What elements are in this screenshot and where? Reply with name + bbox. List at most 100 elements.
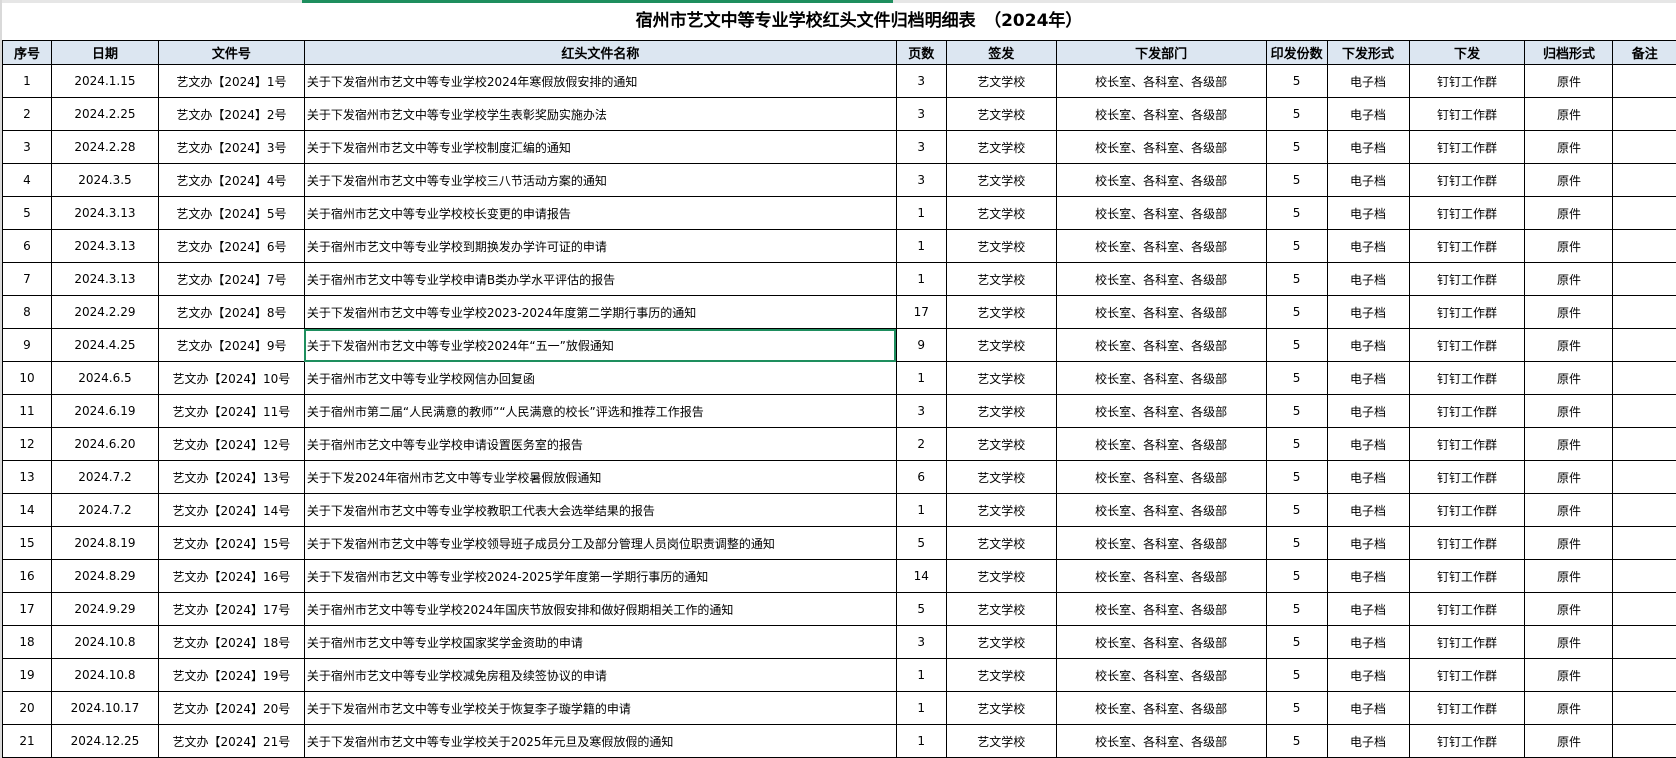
cell-note[interactable] (1612, 427, 1676, 461)
cell-note[interactable] (1612, 526, 1676, 560)
cell-signer[interactable]: 艺文学校 (945, 526, 1057, 560)
cell-channel[interactable]: 钉钉工作群 (1408, 592, 1526, 626)
cell-seq[interactable]: 3 (2, 130, 52, 164)
cell-archive-form[interactable]: 原件 (1524, 361, 1614, 395)
cell-department[interactable]: 校长室、各科室、各级部 (1055, 493, 1267, 527)
cell-date[interactable]: 2024.3.5 (50, 163, 159, 197)
cell-note[interactable] (1612, 361, 1676, 395)
cell-seq[interactable]: 13 (2, 460, 52, 494)
cell-date[interactable]: 2024.10.8 (50, 625, 159, 659)
cell-form[interactable]: 电子档 (1326, 592, 1410, 626)
cell-note[interactable] (1612, 460, 1676, 494)
cell-date[interactable]: 2024.2.25 (50, 97, 159, 131)
cell-archive-form[interactable]: 原件 (1524, 328, 1614, 362)
cell-copies[interactable]: 5 (1265, 295, 1328, 329)
cell-date[interactable]: 2024.9.29 (50, 592, 159, 626)
cell-department[interactable]: 校长室、各科室、各级部 (1055, 625, 1267, 659)
cell-doc-number[interactable]: 艺文办【2024】16号 (157, 559, 305, 593)
cell-copies[interactable]: 5 (1265, 64, 1328, 98)
cell-archive-form[interactable]: 原件 (1524, 559, 1614, 593)
cell-doc-number[interactable]: 艺文办【2024】6号 (157, 229, 305, 263)
cell-seq[interactable]: 15 (2, 526, 52, 560)
cell-form[interactable]: 电子档 (1326, 295, 1410, 329)
cell-doc-number[interactable]: 艺文办【2024】18号 (157, 625, 305, 659)
cell-form[interactable]: 电子档 (1326, 526, 1410, 560)
cell-doc-name[interactable]: 关于下发宿州市艺文中等专业学校2024年寒假放假安排的通知 (303, 64, 897, 98)
cell-seq[interactable]: 14 (2, 493, 52, 527)
cell-doc-name[interactable]: 关于下发宿州市艺文中等专业学校关于2025年元旦及寒假放假的通知 (303, 724, 897, 758)
cell-department[interactable]: 校长室、各科室、各级部 (1055, 196, 1267, 230)
cell-seq[interactable]: 10 (2, 361, 52, 395)
cell-pages[interactable]: 2 (895, 427, 947, 461)
cell-channel[interactable]: 钉钉工作群 (1408, 394, 1526, 428)
cell-archive-form[interactable]: 原件 (1524, 724, 1614, 758)
cell-date[interactable]: 2024.12.25 (50, 724, 159, 758)
cell-department[interactable]: 校长室、各科室、各级部 (1055, 262, 1267, 296)
cell-department[interactable]: 校长室、各科室、各级部 (1055, 97, 1267, 131)
cell-department[interactable]: 校长室、各科室、各级部 (1055, 163, 1267, 197)
cell-seq[interactable]: 18 (2, 625, 52, 659)
cell-signer[interactable]: 艺文学校 (945, 625, 1057, 659)
cell-archive-form[interactable]: 原件 (1524, 625, 1614, 659)
cell-department[interactable]: 校长室、各科室、各级部 (1055, 64, 1267, 98)
cell-pages[interactable]: 1 (895, 262, 947, 296)
cell-signer[interactable]: 艺文学校 (945, 658, 1057, 692)
cell-note[interactable] (1612, 394, 1676, 428)
cell-doc-name[interactable]: 关于下发宿州市艺文中等专业学校制度汇编的通知 (303, 130, 897, 164)
cell-note[interactable] (1612, 691, 1676, 725)
cell-doc-number[interactable]: 艺文办【2024】1号 (157, 64, 305, 98)
cell-doc-number[interactable]: 艺文办【2024】5号 (157, 196, 305, 230)
cell-signer[interactable]: 艺文学校 (945, 163, 1057, 197)
cell-note[interactable] (1612, 163, 1676, 197)
cell-date[interactable]: 2024.10.8 (50, 658, 159, 692)
cell-seq[interactable]: 2 (2, 97, 52, 131)
cell-department[interactable]: 校长室、各科室、各级部 (1055, 658, 1267, 692)
cell-archive-form[interactable]: 原件 (1524, 493, 1614, 527)
cell-copies[interactable]: 5 (1265, 163, 1328, 197)
cell-doc-name[interactable]: 关于宿州市艺文中等专业学校申请设置医务室的报告 (303, 427, 897, 461)
cell-form[interactable]: 电子档 (1326, 394, 1410, 428)
cell-date[interactable]: 2024.2.28 (50, 130, 159, 164)
cell-doc-number[interactable]: 艺文办【2024】2号 (157, 97, 305, 131)
cell-channel[interactable]: 钉钉工作群 (1408, 328, 1526, 362)
cell-pages[interactable]: 3 (895, 64, 947, 98)
cell-form[interactable]: 电子档 (1326, 196, 1410, 230)
cell-copies[interactable]: 5 (1265, 427, 1328, 461)
cell-form[interactable]: 电子档 (1326, 460, 1410, 494)
cell-copies[interactable]: 5 (1265, 196, 1328, 230)
cell-copies[interactable]: 5 (1265, 658, 1328, 692)
cell-doc-name[interactable]: 关于下发2024年宿州市艺文中等专业学校暑假放假通知 (303, 460, 897, 494)
cell-signer[interactable]: 艺文学校 (945, 361, 1057, 395)
cell-doc-name[interactable]: 关于宿州市艺文中等专业学校校长变更的申请报告 (303, 196, 897, 230)
cell-seq[interactable]: 17 (2, 592, 52, 626)
cell-doc-number[interactable]: 艺文办【2024】21号 (157, 724, 305, 758)
cell-channel[interactable]: 钉钉工作群 (1408, 130, 1526, 164)
cell-doc-number[interactable]: 艺文办【2024】10号 (157, 361, 305, 395)
cell-archive-form[interactable]: 原件 (1524, 163, 1614, 197)
cell-form[interactable]: 电子档 (1326, 493, 1410, 527)
cell-channel[interactable]: 钉钉工作群 (1408, 526, 1526, 560)
cell-form[interactable]: 电子档 (1326, 262, 1410, 296)
cell-copies[interactable]: 5 (1265, 394, 1328, 428)
cell-doc-name[interactable]: 关于下发宿州市艺文中等专业学校学生表彰奖励实施办法 (303, 97, 897, 131)
header-doc-name[interactable]: 红头文件名称 (303, 40, 897, 65)
cell-form[interactable]: 电子档 (1326, 130, 1410, 164)
cell-copies[interactable]: 5 (1265, 229, 1328, 263)
cell-doc-number[interactable]: 艺文办【2024】20号 (157, 691, 305, 725)
cell-seq[interactable]: 20 (2, 691, 52, 725)
cell-department[interactable]: 校长室、各科室、各级部 (1055, 691, 1267, 725)
cell-signer[interactable]: 艺文学校 (945, 130, 1057, 164)
cell-channel[interactable]: 钉钉工作群 (1408, 460, 1526, 494)
cell-note[interactable] (1612, 592, 1676, 626)
cell-pages[interactable]: 1 (895, 196, 947, 230)
cell-doc-name[interactable]: 关于下发宿州市艺文中等专业学校关于恢复李子璇学籍的申请 (303, 691, 897, 725)
cell-doc-number[interactable]: 艺文办【2024】7号 (157, 262, 305, 296)
cell-channel[interactable]: 钉钉工作群 (1408, 196, 1526, 230)
cell-seq[interactable]: 9 (2, 328, 52, 362)
cell-form[interactable]: 电子档 (1326, 427, 1410, 461)
cell-seq[interactable]: 19 (2, 658, 52, 692)
cell-copies[interactable]: 5 (1265, 493, 1328, 527)
cell-doc-number[interactable]: 艺文办【2024】4号 (157, 163, 305, 197)
cell-archive-form[interactable]: 原件 (1524, 394, 1614, 428)
cell-seq[interactable]: 21 (2, 724, 52, 758)
